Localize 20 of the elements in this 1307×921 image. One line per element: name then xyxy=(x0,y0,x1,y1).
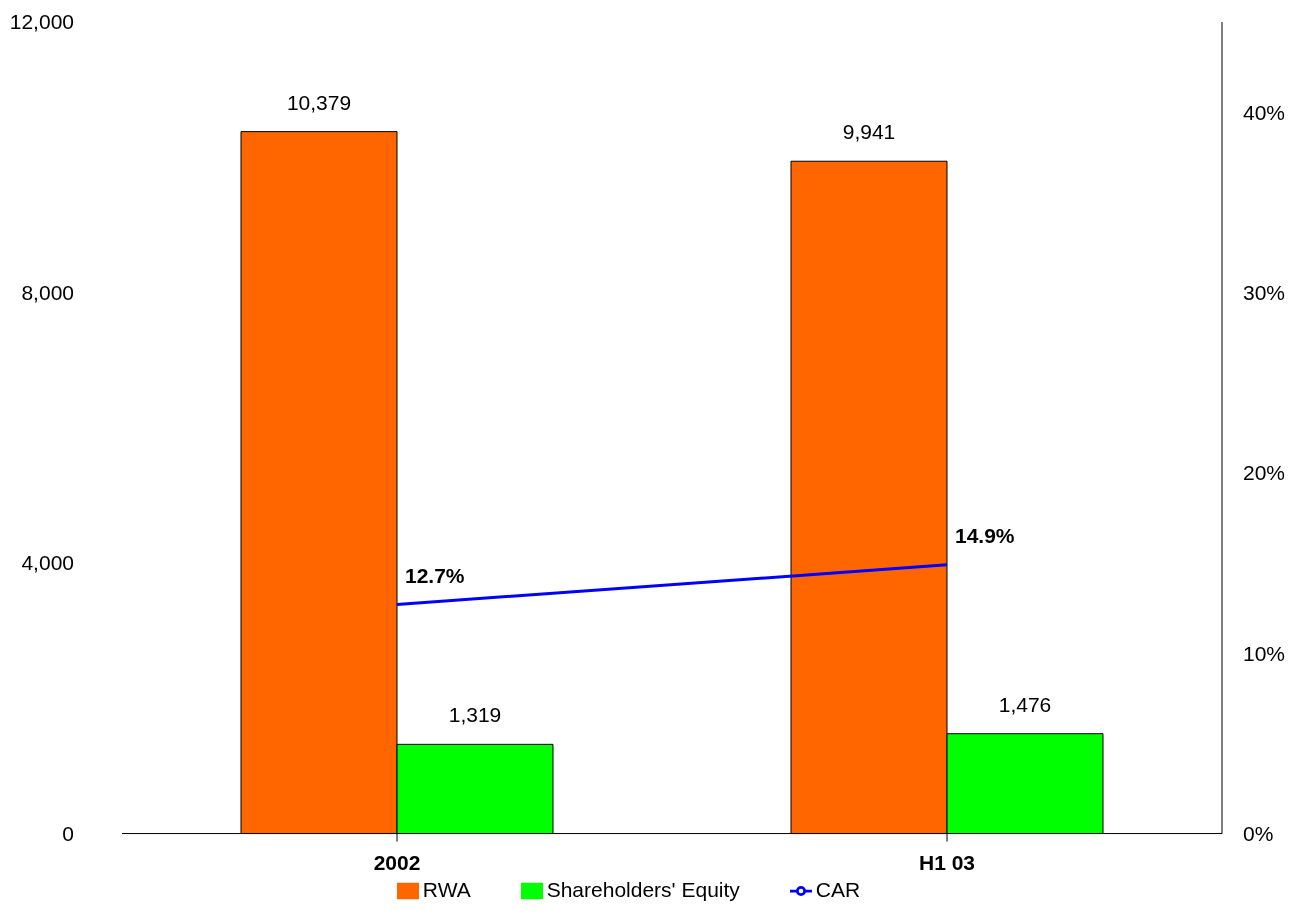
y2-tick-label: 20% xyxy=(1243,461,1286,485)
legend-label: CAR xyxy=(815,877,861,901)
data-label: 14.9% xyxy=(955,523,1015,547)
data-label: 10,379 xyxy=(286,90,352,114)
data-label: 1,476 xyxy=(998,692,1052,716)
legend-label: Shareholders' Equity xyxy=(546,877,740,901)
y2-tick-label: 30% xyxy=(1243,280,1286,304)
x-tick-label: 2002 xyxy=(373,851,421,875)
y2-tick-label: 40% xyxy=(1243,100,1286,124)
y-tick-label: 12,000 xyxy=(9,10,74,33)
x-tick-label: H1 03 xyxy=(918,851,976,875)
data-label: 12.7% xyxy=(405,563,465,587)
y-tick-label: 0 xyxy=(62,821,74,845)
data-label: 1,319 xyxy=(448,703,502,727)
y2-tick-label: 0% xyxy=(1243,822,1274,845)
y2-tick-label: 10% xyxy=(1243,641,1286,665)
y-tick-label: 4,000 xyxy=(21,551,74,575)
data-label: 9,941 xyxy=(842,120,896,144)
legend-label: RWA xyxy=(422,877,471,901)
y-tick-label: 8,000 xyxy=(21,280,74,304)
